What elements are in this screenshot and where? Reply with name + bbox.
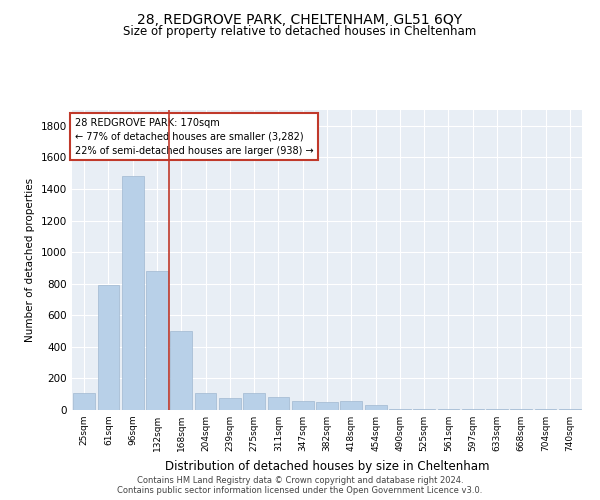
Bar	[292, 402, 314, 410]
Text: Contains HM Land Registry data © Crown copyright and database right 2024.: Contains HM Land Registry data © Crown c…	[137, 476, 463, 485]
Bar	[535, 409, 556, 410]
Bar	[73, 392, 95, 410]
Text: 28 REDGROVE PARK: 170sqm
← 77% of detached houses are smaller (3,282)
22% of sem: 28 REDGROVE PARK: 170sqm ← 77% of detach…	[74, 118, 313, 156]
Text: 28, REDGROVE PARK, CHELTENHAM, GL51 6QY: 28, REDGROVE PARK, CHELTENHAM, GL51 6QY	[137, 12, 463, 26]
Bar	[170, 331, 192, 410]
Bar	[559, 409, 581, 410]
Bar	[365, 406, 386, 410]
Bar	[316, 402, 338, 410]
Bar	[462, 409, 484, 410]
Bar	[268, 398, 289, 410]
Text: Size of property relative to detached houses in Cheltenham: Size of property relative to detached ho…	[124, 25, 476, 38]
Bar	[413, 409, 435, 410]
Bar	[243, 392, 265, 410]
Bar	[122, 176, 143, 410]
Bar	[194, 394, 217, 410]
Bar	[437, 409, 460, 410]
Y-axis label: Number of detached properties: Number of detached properties	[25, 178, 35, 342]
Bar	[389, 409, 411, 410]
Bar	[146, 271, 168, 410]
Bar	[486, 409, 508, 410]
Bar	[340, 402, 362, 410]
X-axis label: Distribution of detached houses by size in Cheltenham: Distribution of detached houses by size …	[165, 460, 489, 472]
Text: Contains public sector information licensed under the Open Government Licence v3: Contains public sector information licen…	[118, 486, 482, 495]
Bar	[219, 398, 241, 410]
Bar	[97, 286, 119, 410]
Bar	[511, 409, 532, 410]
